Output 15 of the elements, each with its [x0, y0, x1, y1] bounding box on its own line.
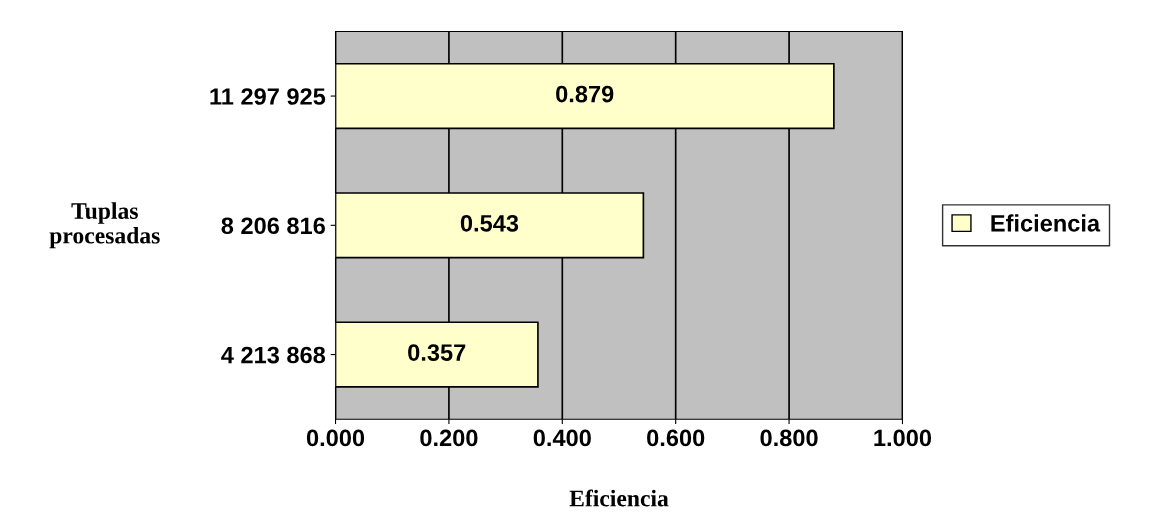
x-tick-label: 1.000 [874, 429, 932, 447]
data-label: 0.543 [460, 214, 519, 232]
y-tick-label: 4 213 868 [221, 346, 326, 364]
x-axis-title: Eficiencia [569, 489, 669, 507]
data-label: 0.879 [556, 85, 614, 103]
y-tick-label: 11 297 925 [210, 88, 326, 105]
y-axis-title: Tuplas procesadas [49, 202, 160, 249]
x-tick-label: 0.600 [647, 429, 705, 447]
x-tick-label: 0.200 [420, 429, 478, 447]
legend-label: Eficiencia [991, 214, 1101, 232]
y-tick-label: 8 206 816 [221, 217, 325, 235]
x-tick-label: 0.000 [306, 429, 365, 447]
data-label: 0.357 [408, 344, 466, 361]
x-tick-label: 0.400 [533, 429, 591, 447]
x-tick-label: 0.800 [760, 429, 818, 447]
